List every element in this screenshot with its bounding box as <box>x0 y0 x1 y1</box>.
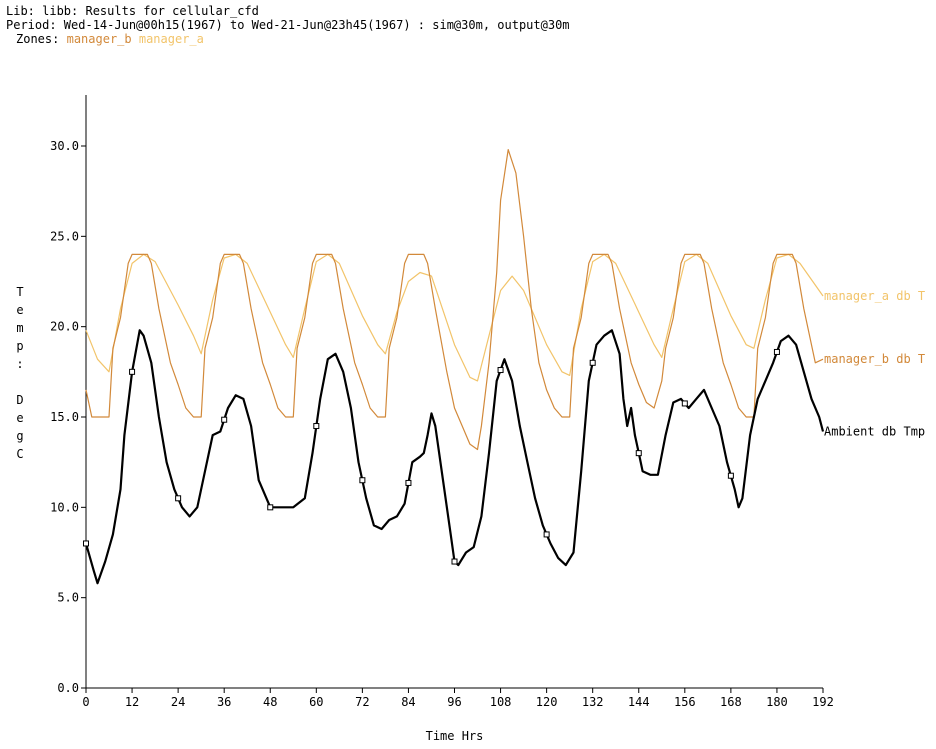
x-tick-label: 24 <box>171 695 185 709</box>
y-axis-label-char: m <box>16 321 23 335</box>
x-tick-label: 168 <box>720 695 742 709</box>
x-tick-label: 120 <box>536 695 558 709</box>
y-axis-label-char: e <box>16 303 23 317</box>
zones-line: Zones: manager_b manager_a <box>16 32 204 46</box>
x-tick-label: 0 <box>82 695 89 709</box>
series-line-0 <box>85 253 824 382</box>
y-axis-label-char: g <box>16 429 23 443</box>
x-tick-label: 48 <box>263 695 277 709</box>
ambient-marker <box>773 348 780 355</box>
ambient-marker <box>221 416 228 423</box>
ambient-marker <box>543 531 550 538</box>
x-tick-label: 84 <box>401 695 415 709</box>
series-label-2: Ambient db Tmp <box>824 424 925 438</box>
x-tick-label: 156 <box>674 695 696 709</box>
y-tick-label: 10.0 <box>50 500 79 514</box>
x-tick-label: 144 <box>628 695 650 709</box>
series-line-2 <box>84 329 825 585</box>
x-tick-label: 36 <box>217 695 231 709</box>
x-tick-label: 60 <box>309 695 323 709</box>
ambient-marker <box>129 368 136 375</box>
ambient-marker <box>635 450 642 457</box>
ambient-marker <box>497 367 504 374</box>
ambient-marker <box>359 477 366 484</box>
zones-label: Zones: <box>16 32 60 46</box>
y-axis-label-char: T <box>16 285 23 299</box>
y-axis-label-char: p <box>16 339 23 353</box>
ambient-marker <box>451 558 458 565</box>
ambient-marker <box>313 423 320 430</box>
ambient-marker <box>83 540 89 547</box>
x-tick-label: 12 <box>125 695 139 709</box>
x-tick-label: 72 <box>355 695 369 709</box>
y-tick-label: 15.0 <box>50 410 79 424</box>
ambient-marker <box>727 472 734 479</box>
ambient-marker <box>681 400 688 407</box>
x-axis-label: Time Hrs <box>426 729 484 743</box>
x-tick-label: 192 <box>812 695 834 709</box>
y-tick-label: 5.0 <box>57 591 79 605</box>
library-title: Lib: libb: Results for cellular_cfd <box>6 4 259 18</box>
ambient-marker <box>405 479 412 486</box>
y-axis-label-char: C <box>16 447 23 461</box>
y-axis-label-char: D <box>16 393 23 407</box>
chart-labels: 0 12 24 36 48 60 72 84 96 108 120 132 144 156 168 180 19… <box>16 139 925 743</box>
y-axis-label-char: : <box>16 357 23 371</box>
series-line-1 <box>85 149 824 451</box>
chart-series <box>83 149 825 585</box>
ambient-marker <box>267 504 274 511</box>
x-tick-label: 108 <box>490 695 512 709</box>
zone-manager-a[interactable]: manager_a <box>138 32 204 46</box>
x-tick-label: 132 <box>582 695 604 709</box>
series-label-0: manager_a db T <box>824 289 925 303</box>
period-line: Period: Wed-14-Jun@00h15(1967) to Wed-21… <box>6 18 570 32</box>
x-tick-label: 180 <box>766 695 788 709</box>
series-label-1: manager_b db T <box>824 352 925 366</box>
y-tick-label: 20.0 <box>50 320 79 334</box>
ambient-marker <box>589 359 596 366</box>
ambient-marker <box>175 495 182 502</box>
zone-manager-b[interactable]: manager_b <box>66 32 132 46</box>
y-axis-label-char: e <box>16 411 23 425</box>
y-tick-label: 25.0 <box>50 229 79 243</box>
y-tick-label: 0.0 <box>57 681 79 695</box>
x-tick-label: 96 <box>447 695 461 709</box>
y-tick-label: 30.0 <box>50 139 79 153</box>
